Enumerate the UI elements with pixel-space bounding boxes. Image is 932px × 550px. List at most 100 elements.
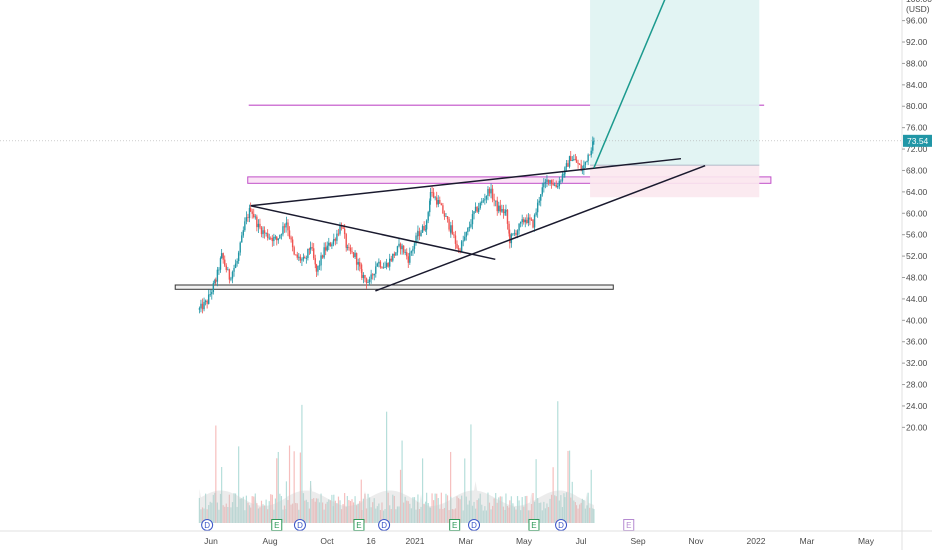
candle-body [578,163,581,165]
candle-body [431,192,433,193]
volume-bar [570,497,572,523]
candle-body [331,244,333,247]
volume-bar [504,509,506,523]
candle-body [440,203,443,206]
volume-bar [323,509,325,523]
volume-bar [453,509,455,523]
volume-bar [267,509,269,523]
dividend-marker[interactable]: D [555,519,568,531]
volume-bar [450,496,452,523]
candle-body [538,200,540,203]
volume-bar [328,499,330,523]
volume-bar [526,495,528,523]
volume-bar [302,493,305,523]
earnings-marker[interactable]: E [449,519,461,531]
volume-bar [315,498,318,523]
candle-body [337,233,340,235]
candle-body [285,223,287,228]
candle-body [541,187,543,195]
volume-bar [537,498,539,523]
volume-bar [508,507,510,523]
price-axis[interactable]: (USD) 20.00 24.00 28.00 32.00 36.00 40.00 44.0… [902,0,932,432]
candle-body [425,220,428,230]
volume-bar [326,501,328,523]
candle-body [462,240,464,242]
dividend-marker[interactable]: D [201,519,214,531]
candle-body [276,236,278,241]
candle-body [577,162,579,164]
candle-body [421,226,424,233]
volume-bar [506,505,509,523]
candle-body [482,200,485,202]
candle-body [225,265,227,270]
candle-body [220,253,223,259]
volume-bar [298,509,300,523]
dividend-marker[interactable]: D [378,519,391,531]
candle-body [509,233,511,244]
candle-body [521,219,523,223]
candle-body [570,156,572,161]
price-tick-label: 68.00 [906,165,928,175]
volume-bar [293,451,295,523]
candle-body [424,229,427,231]
volume-bar [253,496,255,523]
volume-bar [555,496,557,523]
volume-bar [565,492,568,523]
candle-body [459,249,461,252]
volume-bar [242,496,244,523]
event-marker-label: D [471,521,477,530]
volume-bar [260,500,263,523]
volume-bar [346,495,348,523]
candle-body [299,256,302,261]
earnings-marker[interactable]: E [528,519,540,531]
candle-body [381,267,383,269]
candle-body [307,248,309,258]
volume-bar [476,500,478,523]
candle-body [352,252,355,258]
volume-bar [342,504,344,523]
dividend-marker[interactable]: D [468,519,481,531]
event-marker-label: E [452,521,457,530]
volume-bar [331,494,333,523]
candle-body [448,219,450,230]
volume-bar [404,496,406,523]
volume-bar [308,508,311,523]
volume-bar [547,507,550,523]
dividend-marker[interactable]: D [293,519,306,531]
volume-bar [387,492,389,523]
time-tick-label: Mar [800,536,815,546]
earnings-marker[interactable]: E [623,519,635,531]
volume-bar [381,502,383,523]
volume-bar [436,493,438,523]
candle-body [354,253,356,258]
candle-body [370,274,372,280]
volume-bar [427,503,429,523]
candle-body [233,268,235,272]
candle-body [367,282,369,283]
volume-bar [218,509,220,523]
candle-body [273,236,275,242]
earnings-marker[interactable]: E [353,519,365,531]
volume-bar [257,508,259,523]
candle-body [309,247,312,250]
earnings-marker[interactable]: E [271,519,283,531]
volume-bar [389,505,391,523]
candle-body [398,243,400,247]
volume-bar [395,509,397,523]
candle-body [329,242,332,247]
candle-body [355,253,358,265]
candle-body [227,269,229,271]
time-axis[interactable]: Jun Aug Oct 16 2021 Mar May Jul Sep Nov 2022 Mar May [204,536,875,546]
volume-bar [516,496,519,523]
candle-body [216,269,219,282]
candle-body [456,243,458,249]
volume-bar [359,501,361,523]
candle-body [505,209,507,212]
candle-body [237,252,240,261]
candle-body [543,182,545,188]
volume-bar [203,508,205,523]
volume-bar [399,469,402,523]
volume-bar [451,508,453,523]
candle-body [402,245,405,253]
